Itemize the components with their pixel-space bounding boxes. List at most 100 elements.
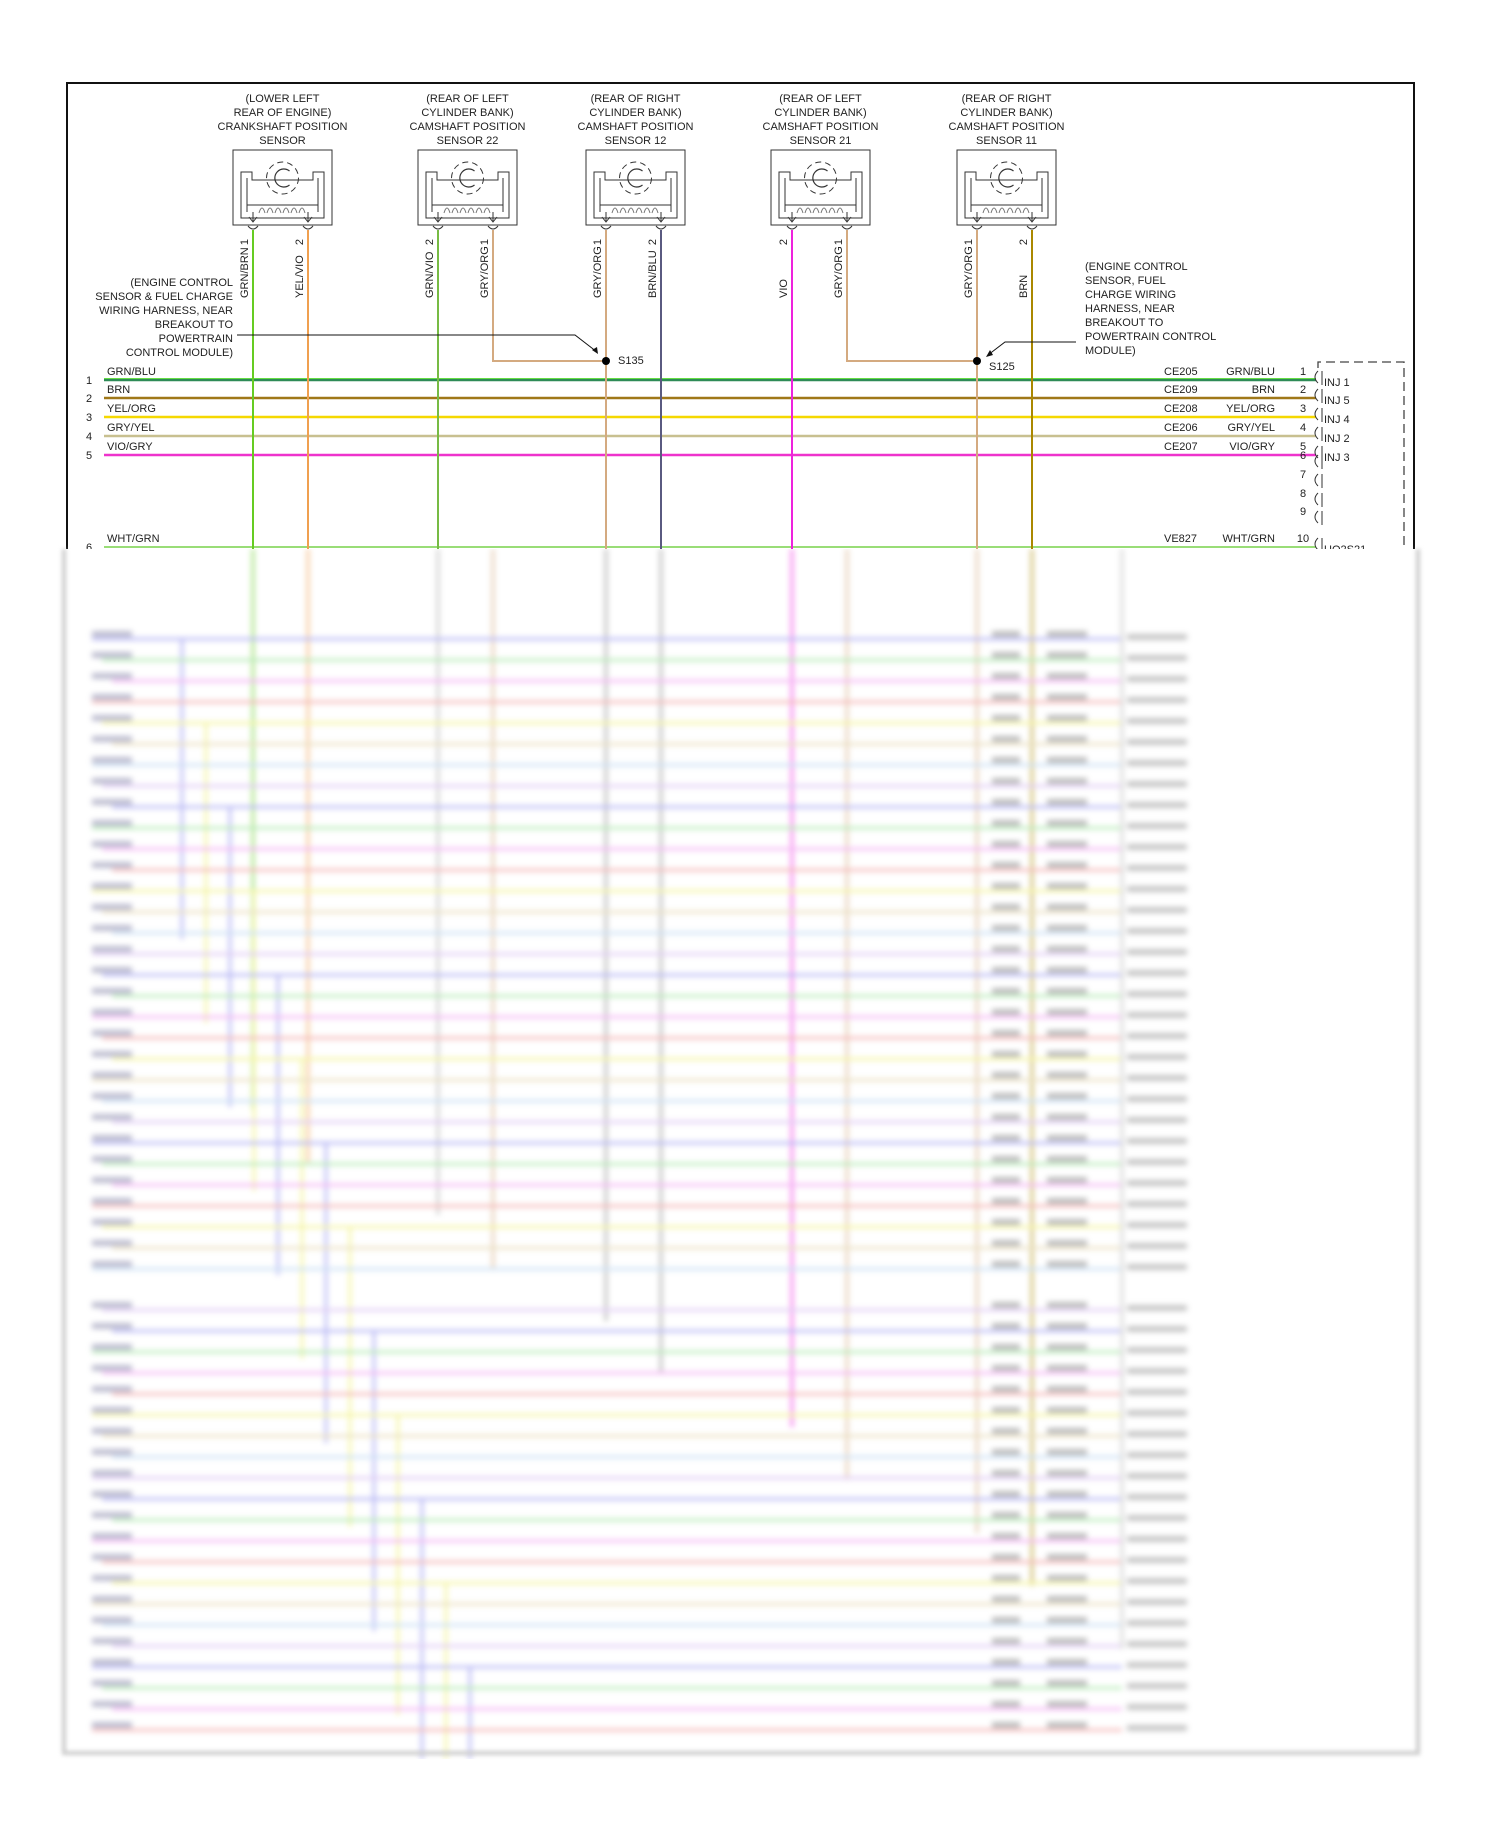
coil-icon xyxy=(611,207,659,214)
sensor-label: REAR OF ENGINE) xyxy=(234,107,332,119)
sensor-label: SENSOR 21 xyxy=(790,135,852,147)
sensor-label: CYLINDER BANK) xyxy=(589,107,681,119)
circuit-id: CE206 xyxy=(1164,422,1198,434)
wires xyxy=(104,230,1316,549)
pin-arrow-icon xyxy=(600,212,612,230)
sensor-label: CYLINDER BANK) xyxy=(774,107,866,119)
pcm-signal-label: INJ 5 xyxy=(1324,395,1350,407)
pcm-connector-outline xyxy=(1317,361,1405,549)
coil-icon xyxy=(796,207,844,214)
sensor-pin-number: 2 xyxy=(294,239,306,245)
labels: 1 GRN/BLU CE205 GRN/BLU 1 INJ 1 2 BRN CE209 BRN 2 I… xyxy=(86,261,1405,556)
wire-color-label: GRN/BLU xyxy=(107,366,156,378)
sensor-5: (REAR OF RIGHT CYLINDER BANK) CAMSHAFT POS… xyxy=(949,93,1065,298)
sensors: (LOWER LEFT REAR OF ENGINE) CRANKSHAFT POS… xyxy=(218,93,1065,298)
gear-icon xyxy=(619,161,652,195)
sensor-label: CYLINDER BANK) xyxy=(421,107,513,119)
gear-icon xyxy=(451,161,484,195)
splice-label: S125 xyxy=(989,361,1015,373)
connector-pin-number: 6 xyxy=(1300,450,1306,462)
wire-color-label: YEL/ORG xyxy=(107,403,156,415)
connector-terminal xyxy=(1314,388,1323,403)
wire-color-label: VIO/GRY xyxy=(1229,441,1275,453)
connector-pin-number: 2 xyxy=(1300,384,1306,396)
sensor-wire xyxy=(846,230,977,362)
magnet-icon xyxy=(627,168,643,188)
connector-pin-number: 4 xyxy=(1300,422,1306,434)
connector-pin-number: 10 xyxy=(1297,533,1309,545)
left-pin-number: 3 xyxy=(86,412,92,424)
circuit-id: CE207 xyxy=(1164,441,1198,453)
wire-color-label: GRY/YEL xyxy=(107,422,155,434)
wire-color-label: BRN xyxy=(1252,384,1275,396)
wire-color-label: VIO/GRY xyxy=(107,441,153,453)
pin-arrow-icon xyxy=(841,212,853,230)
wire-color-label: GRY/ORG xyxy=(479,246,491,298)
pin-arrow-icon xyxy=(971,212,983,230)
left-pin-number: 2 xyxy=(86,393,92,405)
wire-color-label: WHT/GRN xyxy=(107,533,160,545)
harness-note: CHARGE WIRING xyxy=(1085,289,1176,301)
wire-color-label: GRN/BLU xyxy=(1226,366,1275,378)
coil-icon xyxy=(443,207,491,214)
pin-arrow-icon xyxy=(1026,212,1038,230)
sensor-pin-number: 2 xyxy=(647,239,659,245)
harness-note: HARNESS, NEAR xyxy=(1085,303,1175,315)
harness-note: WIRING HARNESS, NEAR xyxy=(99,305,233,317)
sensor-pin-number: 2 xyxy=(778,239,790,245)
wire-color-label: BRN/BLU xyxy=(647,250,659,298)
circuit-id: CE205 xyxy=(1164,366,1198,378)
left-pin-number: 5 xyxy=(86,450,92,462)
pin-arrow-icon xyxy=(302,212,314,230)
left-pin-number: 1 xyxy=(86,375,92,387)
magnet-icon xyxy=(274,168,290,188)
connector-pin-number: 3 xyxy=(1300,403,1306,415)
pin-arrow-icon xyxy=(487,212,499,230)
magnet-icon xyxy=(459,168,475,188)
connector-terminal xyxy=(1314,370,1323,385)
sensor-body-icon xyxy=(964,171,1049,219)
pcm-signal-label: INJ 4 xyxy=(1324,414,1350,426)
sensor-label: CRANKSHAFT POSITION xyxy=(218,121,348,133)
wire-color-label: GRY/ORG xyxy=(963,246,975,298)
sensor-label: CAMSHAFT POSITION xyxy=(578,121,694,133)
connector-terminal xyxy=(1314,407,1323,422)
wire-color-label: BRN xyxy=(107,384,130,396)
harness-note: POWERTRAIN xyxy=(159,333,233,345)
sensor-pin-number: 1 xyxy=(963,239,975,245)
harness-note: (ENGINE CONTROL xyxy=(1085,261,1188,273)
sensor-pin-number: 2 xyxy=(1018,239,1030,245)
connector-pin-number: 9 xyxy=(1300,506,1306,518)
sensor-label: (REAR OF RIGHT xyxy=(962,93,1052,105)
wire-color-label: WHT/GRN xyxy=(1222,533,1275,545)
magnet-icon xyxy=(998,168,1014,188)
gear-icon xyxy=(990,161,1023,195)
connector-pin-number: 1 xyxy=(1300,366,1306,378)
wire-color-label: BRN xyxy=(1018,275,1030,298)
sensor-pin-number: 1 xyxy=(479,239,491,245)
connector-terminal xyxy=(1314,492,1323,507)
pin-arrow-icon xyxy=(655,212,667,230)
blurred-frame xyxy=(62,549,1420,1755)
sensor-label: CAMSHAFT POSITION xyxy=(949,121,1065,133)
blurred-diagram-region xyxy=(62,549,1418,1759)
sensor-label: (LOWER LEFT xyxy=(246,93,320,105)
sensor-pin-number: 1 xyxy=(592,239,604,245)
connector-terminal xyxy=(1314,510,1323,525)
left-pin-number: 6 xyxy=(86,542,92,554)
wire-color-label: GRY/ORG xyxy=(592,246,604,298)
splice-dot xyxy=(973,357,981,365)
sensor-label: CAMSHAFT POSITION xyxy=(410,121,526,133)
sensor-label: SENSOR 12 xyxy=(605,135,667,147)
sensor-pin-number: 1 xyxy=(239,239,251,245)
sensor-label: SENSOR xyxy=(259,135,306,147)
sensor-body-icon xyxy=(593,171,678,219)
wire-color-label: GRY/ORG xyxy=(833,246,845,298)
harness-note: BREAKOUT TO xyxy=(155,319,234,331)
wire-color-label: GRN/BRN xyxy=(239,247,251,298)
magnet-icon xyxy=(812,168,828,188)
sensor-pin-number: 2 xyxy=(424,239,436,245)
splice-label: S135 xyxy=(618,355,644,367)
pin-arrow-icon xyxy=(786,212,798,230)
